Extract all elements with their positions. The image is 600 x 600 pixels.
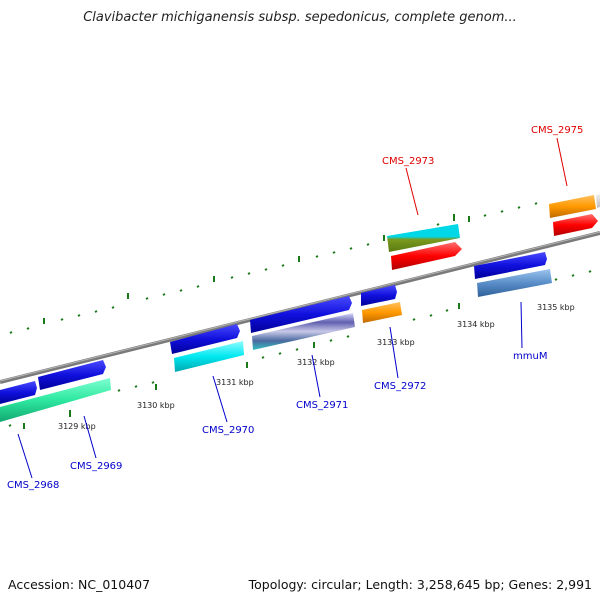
gene-label-cms2968: CMS_2968 [7,480,59,491]
feature-red-2973 [391,242,462,270]
forward-features [0,252,547,404]
gene-label-cms2975: CMS_2975 [531,125,583,136]
secondary-features [0,269,552,422]
gene-arrow-cms2970 [170,324,240,354]
gene-label-mmum: mmuM [513,351,547,362]
feature-cyan [174,341,244,372]
kbp-label: 3129 kbp [58,422,96,431]
kbp-label: 3132 kbp [297,358,335,367]
feature-silver-edge [596,194,600,208]
gene-arrow-cms2968 [0,381,37,404]
gene-label-cms2969: CMS_2969 [70,461,122,472]
kbp-label: 3131 kbp [216,378,254,387]
gene-label-cms2972: CMS_2972 [374,381,426,392]
feature-mixed-2973 [387,224,460,252]
upper-features [387,194,600,270]
feature-orange-top [549,195,596,218]
feature-red-top [553,214,598,236]
topology-text: Topology: circular; Length: 3,258,645 bp… [248,577,592,592]
gene-labels: CMS_2968 CMS_2969 CMS_2970 CMS_2971 CMS_… [7,125,583,491]
genome-backbone [0,231,600,384]
kbp-label: 3133 kbp [377,338,415,347]
feature-orange-2972 [362,302,402,323]
label-leaders [17,137,568,479]
kbp-labels: 3129 kbp 3130 kbp 3131 kbp 3132 kbp 3133… [58,303,575,431]
lower-tick-track [8,270,592,429]
gene-label-cms2970: CMS_2970 [202,425,254,436]
gene-label-cms2973: CMS_2973 [382,156,434,167]
kbp-label: 3134 kbp [457,320,495,329]
gene-arrow-cms2972 [361,285,397,306]
map-title: Clavibacter michiganensis subsp. sepedon… [83,10,517,25]
accession-text: Accession: NC_010407 [8,577,151,592]
feature-striped [252,313,355,350]
feature-steel-mmum [477,269,552,297]
kbp-label: 3135 kbp [537,303,575,312]
kbp-label: 3130 kbp [137,401,175,410]
gene-arrow-cms2969 [38,360,106,390]
gene-label-cms2971: CMS_2971 [296,400,348,411]
gene-arrow-mmum [474,252,547,279]
feature-green [0,378,111,422]
gene-arrow-cms2971 [250,296,352,333]
upper-tick-track [9,202,538,334]
